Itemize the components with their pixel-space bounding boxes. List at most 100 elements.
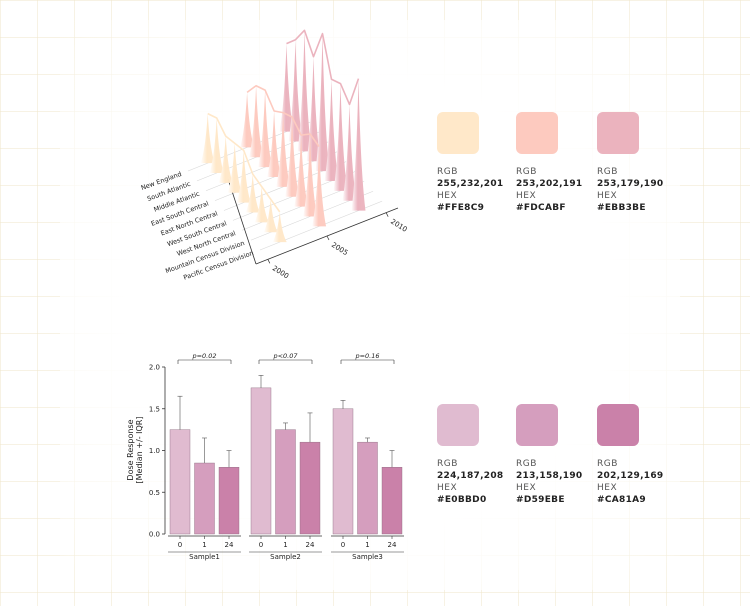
- rgb-label: RGB: [516, 459, 537, 469]
- ridge-outline: [286, 29, 360, 106]
- cone-mark: [272, 211, 287, 243]
- pvalue-label: p=0.02: [191, 352, 216, 360]
- cone-mark: [303, 133, 318, 217]
- color-swatch: [516, 112, 558, 154]
- x-tick-label: 0: [178, 541, 182, 549]
- cone-mark: [245, 173, 260, 213]
- cone-mark: [324, 79, 339, 181]
- color-swatch: [597, 404, 639, 446]
- rgb-label: RGB: [437, 167, 458, 177]
- color-swatch: [597, 112, 639, 154]
- x-tick-label: 24: [388, 541, 397, 549]
- category-axis-line: [227, 178, 257, 265]
- hex-value: #FDCABF: [516, 203, 566, 213]
- bar-mark: [299, 441, 321, 535]
- palette-item: RGB 255,232,201 HEX #FFE8C9: [437, 112, 517, 214]
- hex-value: #FFE8C9: [437, 203, 485, 213]
- cone-mark: [218, 136, 233, 183]
- bar-mark: [169, 429, 191, 535]
- hex-label: HEX: [437, 191, 458, 201]
- hex-label: HEX: [437, 483, 458, 493]
- rgb-label: RGB: [437, 459, 458, 469]
- y-axis-label: [Median +/- IQR]: [135, 417, 144, 484]
- rgb-label: RGB: [597, 459, 618, 469]
- hex-value: #E0BBD0: [437, 495, 487, 505]
- cone-mark: [263, 199, 278, 233]
- cone-mark: [315, 33, 330, 172]
- x-tick-label: 24: [225, 541, 234, 549]
- group-label: Sample2: [270, 553, 301, 561]
- time-tick: [385, 212, 389, 217]
- y-tick-label: 0.0: [149, 531, 160, 539]
- x-tick-label: 0: [341, 541, 345, 549]
- y-tick-label: 1.0: [149, 447, 160, 455]
- cone-mark: [285, 116, 300, 197]
- x-tick-label: 24: [306, 541, 315, 549]
- cone-mark: [236, 150, 251, 203]
- rgb-label: RGB: [597, 167, 618, 177]
- cone-mark: [209, 117, 224, 173]
- y-tick-label: 2.0: [149, 364, 160, 372]
- cone-mark: [254, 186, 269, 223]
- color-swatch: [437, 404, 479, 446]
- cone-mark: [276, 112, 291, 187]
- ridge-outline: [207, 112, 281, 213]
- color-swatch: [516, 404, 558, 446]
- time-tick: [267, 259, 271, 264]
- palette-item: RGB 253,179,190 HEX #EBB3BE: [597, 112, 677, 214]
- bar-mark: [332, 408, 354, 535]
- rgb-value: 253,179,190: [597, 179, 664, 189]
- cone-mark: [200, 113, 215, 164]
- group-label: Sample1: [189, 553, 220, 561]
- palette-item: RGB 213,158,190 HEX #D59EBE: [516, 404, 596, 506]
- cone-mark: [294, 135, 309, 207]
- hex-value: #EBB3BE: [597, 203, 646, 213]
- palette-item: RGB 224,187,208 HEX #E0BBD0: [437, 404, 517, 506]
- hex-value: #D59EBE: [516, 495, 565, 505]
- y-axis-label: Dose Response: [126, 419, 135, 480]
- cone-mark: [227, 143, 242, 193]
- cone-mark: [288, 39, 303, 142]
- cone-mark: [279, 43, 294, 132]
- bar-mark: [218, 467, 240, 535]
- hex-label: HEX: [516, 483, 537, 493]
- x-tick-label: 1: [365, 541, 369, 549]
- rgb-value: 255,232,201: [437, 179, 504, 189]
- palette-item: RGB 253,202,191 HEX #FDCABF: [516, 112, 596, 214]
- bar-mark: [357, 441, 378, 535]
- cone-mark: [342, 104, 357, 201]
- bar-mark: [381, 467, 403, 535]
- bar-mark: [275, 429, 296, 535]
- color-swatch: [437, 112, 479, 154]
- bar-mark: [250, 387, 272, 535]
- cone-mark: [351, 78, 366, 211]
- ridge-outline: [246, 84, 320, 148]
- rgb-value: 213,158,190: [516, 471, 583, 481]
- cone-mark: [240, 92, 255, 148]
- hex-label: HEX: [597, 191, 618, 201]
- pvalue-label: p=0.16: [354, 352, 379, 360]
- cone-mark: [333, 83, 348, 191]
- y-tick-label: 0.5: [149, 489, 160, 497]
- cone-mark: [297, 30, 312, 152]
- hex-label: HEX: [516, 191, 537, 201]
- rgb-value: 224,187,208: [437, 471, 504, 481]
- x-tick-label: 1: [202, 541, 206, 549]
- bar-mark: [194, 462, 215, 535]
- cone-mark: [258, 90, 273, 168]
- hex-value: #CA81A9: [597, 495, 646, 505]
- y-tick-label: 1.5: [149, 405, 160, 413]
- hex-label: HEX: [597, 483, 618, 493]
- x-tick-label: 1: [283, 541, 287, 549]
- cone-mark: [249, 85, 264, 158]
- x-tick-label: 0: [259, 541, 263, 549]
- cone-mark: [312, 146, 327, 227]
- cone-mark: [267, 110, 282, 177]
- time-tick: [326, 235, 330, 241]
- group-label: Sample3: [352, 553, 383, 561]
- pvalue-label: p<0.07: [272, 352, 298, 360]
- rgb-label: RGB: [516, 167, 537, 177]
- rgb-value: 202,129,169: [597, 471, 664, 481]
